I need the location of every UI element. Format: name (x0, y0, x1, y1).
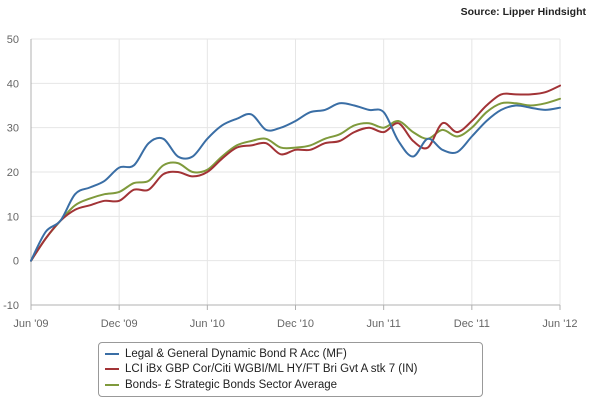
series-line-legal-general (30, 102, 561, 262)
legend-label: LCI iBx GBP Cor/Citi WGBI/ML HY/FT Bri G… (125, 363, 418, 376)
y-tick-label: 50 (7, 34, 19, 46)
source-note: Source: Lipper Hindsight (460, 6, 586, 18)
y-tick-label: 30 (7, 123, 19, 135)
x-tick-label: Dec '11 (454, 318, 490, 330)
x-tick-label: Jun '11 (367, 318, 401, 330)
legend-label: Bonds- £ Strategic Bonds Sector Average (125, 378, 338, 391)
y-tick-label: -10 (3, 300, 19, 312)
x-tick-label: Jun '12 (542, 318, 577, 330)
grid-lines (30, 38, 561, 306)
legend-item[interactable]: LCI iBx GBP Cor/Citi WGBI/ML HY/FT Bri G… (105, 362, 482, 378)
legend-swatch-legal-general (105, 352, 119, 355)
legend-label: Legal & General Dynamic Bond R Acc (MF) (125, 347, 347, 360)
x-tick-label: Dec '10 (277, 318, 314, 330)
legend: Legal & General Dynamic Bond R Acc (MF) … (98, 342, 483, 397)
series-line-lci-index (30, 84, 561, 262)
y-tick-label: 10 (7, 211, 19, 223)
x-tick-label: Jun '09 (13, 318, 48, 330)
y-tick-label: 20 (7, 167, 19, 179)
line-chart: -10 0 10 20 30 40 50 Jun '09 Dec '09 Jun '10 Dec '… (3, 34, 577, 330)
y-tick-label: 0 (13, 256, 19, 268)
legend-item[interactable]: Legal & General Dynamic Bond R Acc (MF) (105, 346, 482, 362)
tick-labels: -10 0 10 20 30 40 50 Jun '09 Dec '09 Jun '10 Dec '… (3, 34, 577, 330)
x-tick-label: Jun '10 (190, 318, 225, 330)
y-tick-label: 40 (7, 78, 19, 90)
legend-item[interactable]: Bonds- £ Strategic Bonds Sector Average (105, 377, 482, 393)
legend-swatch-lci-index (105, 368, 119, 371)
series-line-sector-average (30, 97, 561, 262)
series-lines (30, 84, 561, 262)
legend-swatch-sector-average (105, 383, 119, 386)
x-tick-label: Dec '09 (101, 318, 138, 330)
